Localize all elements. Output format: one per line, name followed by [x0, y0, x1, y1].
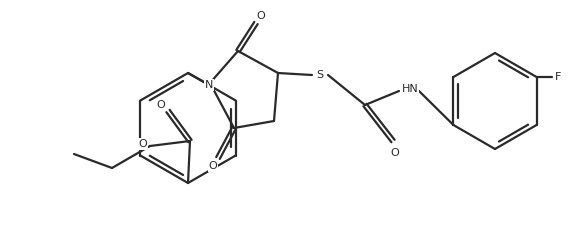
Text: O: O — [157, 100, 166, 110]
Text: O: O — [209, 161, 218, 171]
Text: HN: HN — [402, 84, 418, 94]
Text: O: O — [139, 139, 147, 149]
Text: N: N — [205, 80, 213, 90]
Text: O: O — [391, 148, 400, 158]
Text: S: S — [316, 70, 324, 80]
Text: O: O — [257, 11, 266, 21]
Text: F: F — [555, 72, 561, 82]
